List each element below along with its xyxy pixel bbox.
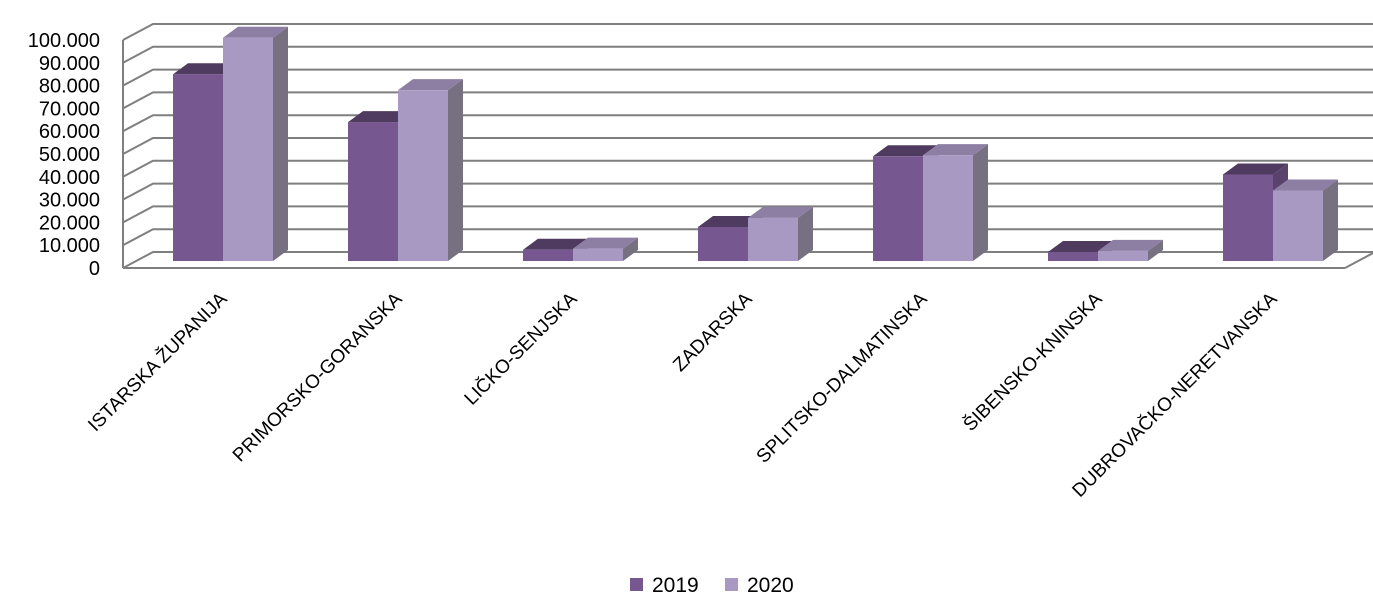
bar-top: [873, 145, 938, 157]
bar-front: [523, 249, 573, 261]
bar-front: [748, 217, 798, 261]
y-tick-label: 70.000: [39, 98, 100, 120]
bar-front: [1048, 252, 1098, 261]
x-tick-label: ZADARSKA: [669, 288, 756, 375]
legend-label: 2019: [652, 574, 699, 597]
bar-side: [798, 206, 813, 261]
bar-front: [1223, 174, 1273, 261]
bar-top: [1273, 179, 1338, 191]
bar-2020: [923, 144, 988, 261]
bar-top: [1098, 239, 1163, 251]
x-tick-label: LIČKO-SENJSKA: [460, 288, 582, 410]
gridline: [122, 91, 1373, 110]
bar-front: [1098, 250, 1148, 261]
bar-front: [573, 248, 623, 261]
bar-front: [173, 74, 223, 261]
y-tick-label: 100.000: [28, 30, 100, 52]
chart-legend: 2019 2020: [630, 574, 794, 597]
gridline: [122, 23, 1373, 41]
y-tick-label: 20.000: [39, 212, 100, 234]
y-tick-label: 0: [89, 258, 100, 280]
bar-top: [173, 63, 238, 75]
bar-front: [1273, 190, 1323, 261]
bar-side: [273, 26, 288, 261]
legend-swatch: [725, 578, 738, 591]
bar-2020: [1098, 239, 1163, 261]
bar-front: [398, 90, 448, 261]
bar-top: [348, 111, 413, 123]
bar-2020: [398, 79, 463, 261]
bar-2020: [223, 26, 288, 261]
bar-top: [523, 238, 588, 250]
y-tick-label: 10.000: [39, 235, 100, 257]
y-tick-label: 50.000: [39, 144, 100, 166]
bar-front: [698, 226, 748, 261]
y-tick-label: 80.000: [39, 76, 100, 98]
gridline: [122, 182, 1373, 201]
x-tick-label: PRIMORSKO-GORANSKA: [229, 288, 407, 466]
bar-top: [573, 237, 638, 249]
bar-side: [1323, 179, 1338, 261]
chart-bars: [173, 26, 1338, 262]
gridline: [122, 68, 1373, 87]
bar-top: [923, 144, 988, 156]
bar-2020: [573, 237, 638, 261]
x-tick-label: ISTARSKA ŽUPANIJA: [84, 288, 232, 436]
gridline: [122, 45, 1373, 64]
bar-front: [348, 122, 398, 261]
bar-side: [973, 144, 988, 261]
bar-side: [448, 79, 463, 261]
bar-top: [223, 26, 288, 38]
bar-2020: [748, 206, 813, 261]
floor-right-edge: [1344, 251, 1373, 269]
bar-side: [1148, 239, 1163, 261]
bar-2020: [1273, 179, 1338, 261]
bar-top: [1223, 163, 1288, 175]
bar-side: [623, 237, 638, 261]
gridline: [122, 137, 1373, 155]
bar-top: [698, 215, 763, 227]
x-tick-label: SPLITSKO-DALMATINSKA: [753, 288, 932, 467]
bar-top: [1048, 241, 1113, 253]
bar-top: [398, 79, 463, 91]
y-tick-label: 60.000: [39, 121, 100, 143]
legend-label: 2020: [747, 574, 794, 597]
bar-front: [923, 155, 973, 261]
y-tick-label: 30.000: [39, 190, 100, 212]
legend-swatch: [630, 578, 643, 591]
bar-front: [873, 156, 923, 261]
gridline: [122, 159, 1373, 178]
gridline: [122, 114, 1373, 133]
bar-front: [223, 37, 273, 261]
y-tick-label: 90.000: [39, 53, 100, 75]
y-axis-ticks: 010.00020.00030.00040.00050.00060.00070.…: [28, 30, 100, 280]
bar-top: [748, 206, 813, 218]
y-tick-label: 40.000: [39, 167, 100, 189]
x-tick-label: ŠIBENSKO-KNINSKA: [959, 288, 1107, 436]
x-tick-label: DUBROVAČKO-NERETVANSKA: [1068, 288, 1282, 502]
chart-gridlines: [122, 23, 1373, 269]
